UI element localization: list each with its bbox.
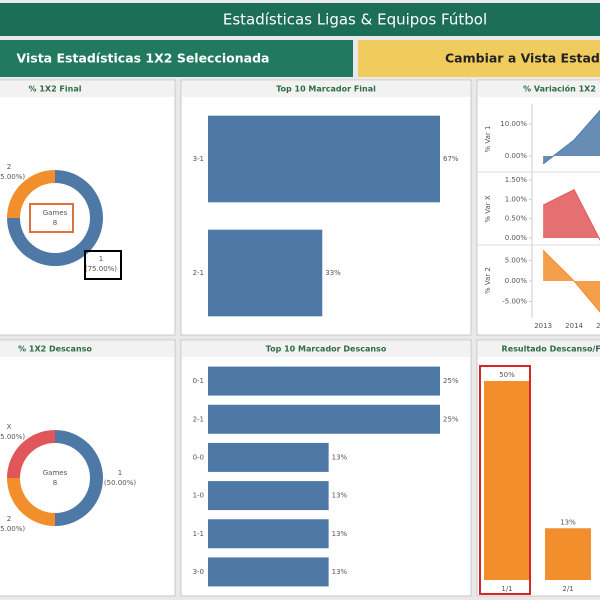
category-label: 0-0	[193, 453, 204, 461]
panel-title-bar	[182, 341, 470, 357]
donut-segment	[7, 430, 55, 478]
highlight-box	[84, 250, 122, 280]
category-label: 2-1	[193, 269, 204, 277]
segment-value-label: (50.00%)	[104, 479, 136, 487]
category-label: 1-0	[193, 492, 204, 500]
value-label: 13%	[560, 518, 576, 526]
x-tick-label: 2013	[534, 322, 552, 330]
bar	[208, 519, 329, 549]
panel-title-bar	[478, 341, 600, 357]
panel	[0, 79, 176, 336]
y-axis-label: % Var 1	[484, 126, 492, 153]
category-label: 3-1	[193, 155, 204, 163]
value-label: 13%	[332, 492, 348, 500]
value-label: 25%	[443, 377, 459, 385]
panel	[0, 339, 176, 597]
value-label: 13%	[332, 453, 348, 461]
bar	[545, 528, 591, 580]
header-bar	[0, 3, 600, 36]
value-label: 13%	[332, 568, 348, 576]
y-tick-label: 10.00%	[500, 120, 527, 128]
panel-title-bar	[0, 341, 174, 357]
panel-title-bar	[478, 81, 600, 97]
category-label: 3-0	[193, 568, 204, 576]
center-label: Games	[43, 209, 68, 217]
segment-label: 1	[118, 469, 122, 477]
panel-title-bar	[182, 81, 470, 97]
y-tick-label: 0.00%	[505, 234, 528, 242]
segment-value-label: (25.00%)	[0, 525, 25, 533]
panel-title: Top 10 Marcador Descanso	[266, 345, 387, 354]
category-label: 2-1	[193, 415, 204, 423]
category-label: 1-1	[193, 530, 204, 538]
line	[542, 109, 600, 165]
x-tick-label: 2014	[565, 322, 583, 330]
bar	[208, 229, 323, 317]
area	[543, 250, 600, 312]
segment-label: 2	[7, 163, 11, 171]
value-label: 13%	[332, 530, 348, 538]
area	[543, 189, 600, 240]
y-tick-label: 1.50%	[505, 176, 528, 184]
line	[542, 189, 600, 241]
panel-title: % 1X2 Final	[29, 85, 82, 94]
y-tick-label: 1.00%	[505, 195, 528, 203]
y-tick-label: 0.00%	[505, 152, 528, 160]
y-axis-label: % Var 2	[484, 267, 492, 294]
value-label: 67%	[443, 155, 459, 163]
segment-label: 2	[7, 515, 11, 523]
tab-label[interactable]: Cambiar a Vista Estadísticas	[445, 51, 600, 66]
panel-title-bar	[0, 81, 174, 97]
y-tick-label: 0.00%	[505, 277, 528, 285]
area	[543, 110, 600, 164]
segment-label: 1	[99, 255, 103, 263]
tab-label[interactable]: Vista Estadísticas 1X2 Seleccionada	[17, 51, 270, 66]
panel-title: Top 10 Marcador Final	[276, 85, 376, 94]
tab-active[interactable]	[0, 40, 353, 77]
segment-value-label: (25.00%)	[0, 173, 25, 181]
tab-switch[interactable]	[358, 40, 600, 77]
segment-label: X	[7, 423, 12, 431]
bar	[208, 557, 329, 587]
center-value: 8	[53, 479, 57, 487]
line	[542, 249, 600, 313]
center-value: 8	[53, 219, 57, 227]
value-label: 50%	[499, 371, 515, 379]
y-tick-label: 5.00%	[505, 257, 528, 265]
category-label: 0-1	[193, 377, 204, 385]
panel-title: Resultado Descanso/Final	[502, 345, 600, 354]
value-label: 33%	[325, 269, 341, 277]
donut-segment	[7, 478, 55, 526]
category-label: 1/1	[501, 585, 512, 593]
x-tick-label: 2015	[596, 322, 600, 330]
donut-segment	[55, 430, 103, 526]
bar	[208, 366, 440, 396]
y-tick-label: -5.00%	[502, 298, 527, 306]
highlight-box	[29, 203, 74, 233]
bar	[484, 381, 530, 580]
highlight-box	[479, 365, 531, 595]
bar	[208, 442, 329, 472]
category-label: 2/1	[562, 585, 573, 593]
bar	[208, 404, 440, 434]
donut-segment	[7, 170, 55, 218]
panel-title: % 1X2 Descanso	[18, 345, 92, 354]
segment-value-label: (75.00%)	[85, 265, 117, 273]
segment-value-label: (25.00%)	[0, 433, 25, 441]
center-label: Games	[43, 469, 68, 477]
value-label: 25%	[443, 415, 459, 423]
header-title: Estadísticas Ligas & Equipos Fútbol	[223, 11, 487, 29]
panel-title: % Variación 1X2	[523, 84, 596, 94]
y-tick-label: 0.50%	[505, 215, 528, 223]
y-axis-label: % Var X	[484, 195, 492, 223]
bar	[208, 115, 440, 203]
bar	[208, 481, 329, 511]
